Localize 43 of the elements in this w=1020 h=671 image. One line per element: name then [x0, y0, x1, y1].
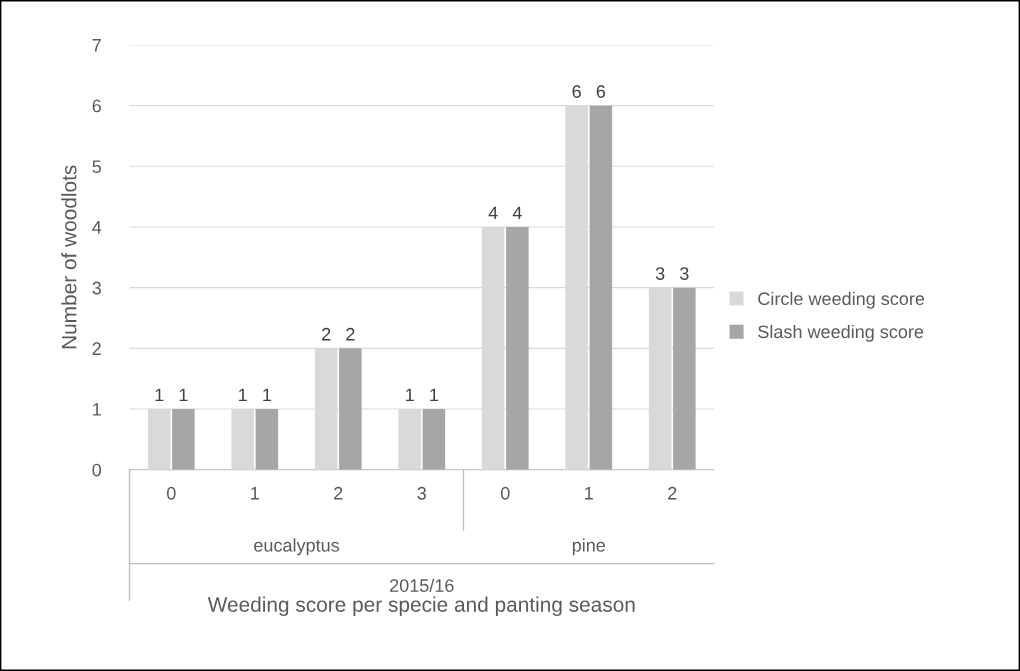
bar — [255, 409, 279, 470]
y-tick-label: 4 — [92, 221, 102, 234]
data-label: 1 — [239, 388, 247, 402]
data-label: 1 — [430, 388, 439, 402]
y-tick-label: 1 — [93, 403, 101, 416]
bar — [589, 105, 613, 470]
data-label: 2 — [322, 327, 331, 341]
data-label: 1 — [179, 388, 188, 402]
x-tick-label: 3 — [417, 486, 426, 500]
bar — [506, 226, 529, 470]
text: pine — [572, 538, 606, 556]
text: 2015/16 — [390, 578, 454, 592]
x-tick-label: 0 — [166, 486, 176, 500]
bar — [172, 409, 195, 470]
data-label: 1 — [406, 388, 414, 402]
data-label: 2 — [346, 327, 355, 341]
bar — [339, 348, 362, 470]
data-label: 3 — [655, 267, 665, 280]
data-label: 1 — [155, 388, 164, 402]
x-tick-label: 2 — [334, 486, 343, 500]
data-label: 6 — [572, 85, 581, 98]
data-label: 3 — [680, 267, 689, 280]
x-tick-label: 1 — [251, 487, 259, 500]
y-tick-label: 3 — [92, 281, 101, 295]
x-tick-label: 2 — [668, 486, 677, 500]
x-tick-label: 1 — [585, 487, 593, 500]
x-axis-title: Weeding score per specie and panting season — [207, 596, 635, 617]
data-label: 4 — [512, 206, 522, 220]
data-label: 4 — [488, 206, 498, 220]
data-label: 1 — [263, 388, 272, 402]
y-axis-title: Number of woodlots — [61, 165, 77, 349]
y-tick-label: 6 — [92, 99, 101, 113]
bar — [673, 287, 696, 470]
y-tick-label: 5 — [92, 160, 102, 174]
legend-label: Slash weeding score — [758, 324, 924, 342]
legend-label: Circle weeding score — [758, 291, 925, 309]
bar — [422, 409, 446, 470]
data-label: 6 — [596, 85, 606, 98]
y-tick-label: 7 — [92, 39, 101, 52]
y-tick-label: 0 — [92, 463, 102, 477]
x-tick-label: 0 — [500, 486, 510, 500]
text: eucalyptus — [254, 538, 340, 556]
y-tick-label: 2 — [92, 342, 101, 355]
